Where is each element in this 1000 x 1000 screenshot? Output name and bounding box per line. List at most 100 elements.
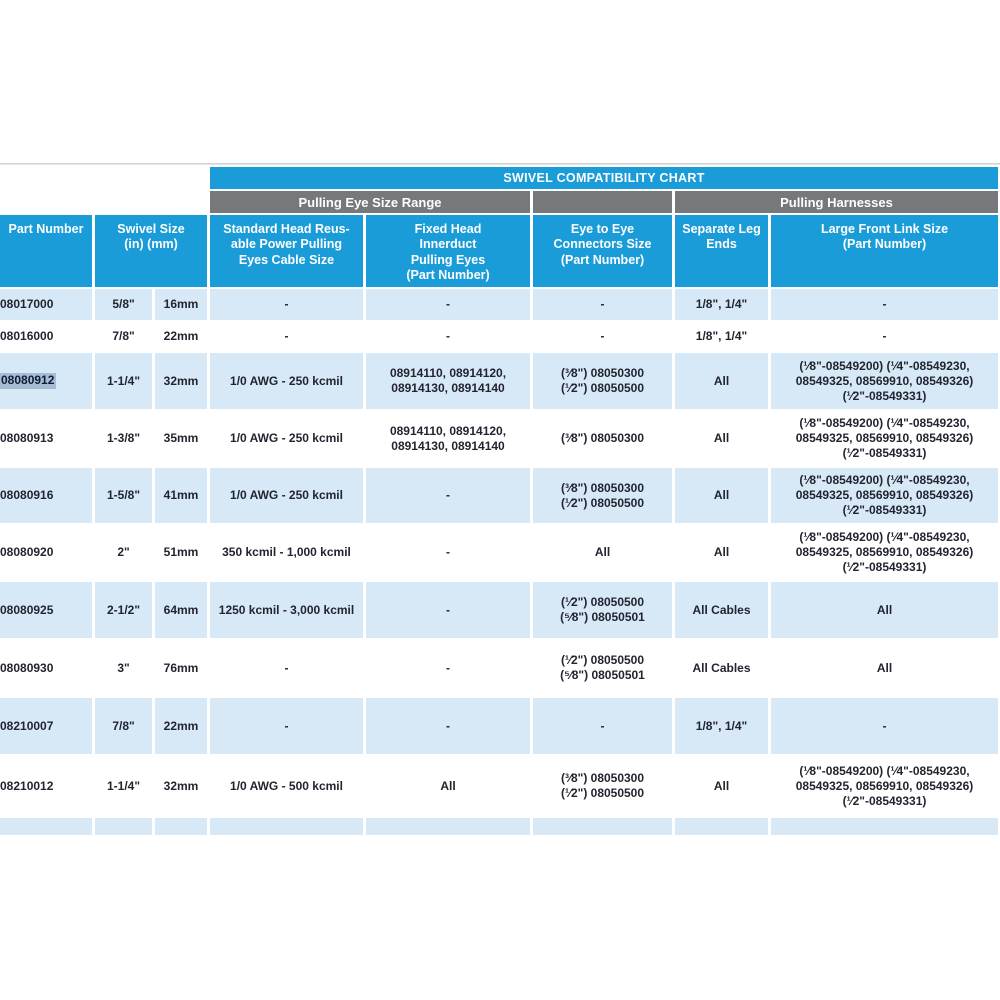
table-row: 08080925 2-1/2" 64mm 1250 kcmil - 3,000 … xyxy=(0,582,998,638)
cell-swivel-size-mm: 35mm xyxy=(155,411,207,466)
cell-separate-leg-ends: 1/8", 1/4" xyxy=(675,322,768,351)
cell-swivel-size-mm xyxy=(155,818,207,835)
table-row: 08210007 7/8" 22mm - - - 1/8", 1/4" - xyxy=(0,698,998,754)
cell-swivel-size-in: 2-1/2" xyxy=(95,582,152,638)
cell-swivel-size-in: 1-5/8" xyxy=(95,468,152,523)
cell-part-number: 08080913 xyxy=(0,411,92,466)
cell-fixed-head-pulling-eyes xyxy=(366,818,530,835)
column-header-standard-head: Standard Head Reus- able Power Pulling E… xyxy=(210,215,363,287)
cell-swivel-size-mm: 41mm xyxy=(155,468,207,523)
cell-separate-leg-ends: All xyxy=(675,525,768,580)
cell-swivel-size-mm: 76mm xyxy=(155,640,207,696)
column-header-separate-leg-ends: Separate Leg Ends xyxy=(675,215,768,287)
cell-swivel-size-in: 3" xyxy=(95,640,152,696)
cell-eye-to-eye-connectors xyxy=(533,818,672,835)
cell-large-front-link-size: (¹⁄8"-08549200) (¹⁄4"-08549230, 08549325… xyxy=(771,468,998,523)
cell-fixed-head-pulling-eyes: - xyxy=(366,582,530,638)
cell-separate-leg-ends: 1/8", 1/4" xyxy=(675,698,768,754)
column-header-eye-to-eye: Eye to Eye Connectors Size (Part Number) xyxy=(533,215,672,287)
cell-swivel-size-mm: 51mm xyxy=(155,525,207,580)
cell-standard-head-cable-size: 350 kcmil - 1,000 kcmil xyxy=(210,525,363,580)
cell-large-front-link-size: - xyxy=(771,289,998,320)
cell-standard-head-cable-size: - xyxy=(210,289,363,320)
cell-fixed-head-pulling-eyes: - xyxy=(366,698,530,754)
cell-part-number: 08080912 xyxy=(0,353,92,409)
cell-fixed-head-pulling-eyes: - xyxy=(366,468,530,523)
cell-large-front-link-size: (¹⁄8"-08549200) (¹⁄4"-08549230, 08549325… xyxy=(771,353,998,409)
table-row xyxy=(0,818,998,835)
cell-fixed-head-pulling-eyes: 08914110, 08914120, 08914130, 08914140 xyxy=(366,353,530,409)
group-header-empty xyxy=(533,191,672,213)
cell-swivel-size-mm: 32mm xyxy=(155,756,207,816)
column-header-part-number: Part Number xyxy=(0,215,92,287)
cell-eye-to-eye-connectors: - xyxy=(533,322,672,351)
cell-standard-head-cable-size: - xyxy=(210,698,363,754)
cell-part-number: 08210012 xyxy=(0,756,92,816)
cell-swivel-size-in xyxy=(95,818,152,835)
cell-fixed-head-pulling-eyes: All xyxy=(366,756,530,816)
cell-standard-head-cable-size xyxy=(210,818,363,835)
table-row: 08016000 7/8" 22mm - - - 1/8", 1/4" - xyxy=(0,322,998,351)
cell-swivel-size-in: 2" xyxy=(95,525,152,580)
cell-swivel-size-in: 7/8" xyxy=(95,698,152,754)
cell-separate-leg-ends: All Cables xyxy=(675,582,768,638)
cell-standard-head-cable-size: - xyxy=(210,640,363,696)
cell-eye-to-eye-connectors: - xyxy=(533,289,672,320)
cell-eye-to-eye-connectors: (³⁄8") 08050300 (¹⁄2") 08050500 xyxy=(533,468,672,523)
table-row: 08080930 3" 76mm - - (¹⁄2") 08050500 (⁵⁄… xyxy=(0,640,998,696)
cell-fixed-head-pulling-eyes: - xyxy=(366,525,530,580)
swivel-compatibility-table: SWIVEL COMPATIBILITY CHART Pulling Eye S… xyxy=(0,165,1000,837)
cell-part-number: 08210007 xyxy=(0,698,92,754)
cell-large-front-link-size: (¹⁄8"-08549200) (¹⁄4"-08549230, 08549325… xyxy=(771,411,998,466)
cell-swivel-size-in: 5/8" xyxy=(95,289,152,320)
cell-part-number: 08080916 xyxy=(0,468,92,523)
cell-part-number: 08080920 xyxy=(0,525,92,580)
cell-swivel-size-in: 1-3/8" xyxy=(95,411,152,466)
cell-large-front-link-size: (¹⁄8"-08549200) (¹⁄4"-08549230, 08549325… xyxy=(771,756,998,816)
cell-part-number xyxy=(0,818,92,835)
table-row: 08080920 2" 51mm 350 kcmil - 1,000 kcmil… xyxy=(0,525,998,580)
cell-swivel-size-in: 1-1/4" xyxy=(95,756,152,816)
cell-standard-head-cable-size: 1/0 AWG - 250 kcmil xyxy=(210,411,363,466)
title-band-spacer xyxy=(0,167,207,189)
cell-part-number: 08016000 xyxy=(0,322,92,351)
cell-large-front-link-size: - xyxy=(771,698,998,754)
column-header-swivel-size: Swivel Size (in) (mm) xyxy=(95,215,207,287)
cell-swivel-size-mm: 16mm xyxy=(155,289,207,320)
cell-swivel-size-in: 7/8" xyxy=(95,322,152,351)
cell-eye-to-eye-connectors: (³⁄8") 08050300 (¹⁄2") 08050500 xyxy=(533,353,672,409)
table-row: 08017000 5/8" 16mm - - - 1/8", 1/4" - xyxy=(0,289,998,320)
column-header-large-front-link: Large Front Link Size (Part Number) xyxy=(771,215,998,287)
group-header-spacer xyxy=(0,191,207,213)
table-row: 08080913 1-3/8" 35mm 1/0 AWG - 250 kcmil… xyxy=(0,411,998,466)
cell-swivel-size-mm: 22mm xyxy=(155,322,207,351)
cell-part-number: 08080925 xyxy=(0,582,92,638)
cell-eye-to-eye-connectors: (¹⁄2") 08050500 (⁵⁄8") 08050501 xyxy=(533,582,672,638)
column-header-fixed-head: Fixed Head Innerduct Pulling Eyes (Part … xyxy=(366,215,530,287)
swivel-compatibility-table-wrap: SWIVEL COMPATIBILITY CHART Pulling Eye S… xyxy=(0,165,1000,837)
cell-eye-to-eye-connectors: (¹⁄2") 08050500 (⁵⁄8") 08050501 xyxy=(533,640,672,696)
cell-standard-head-cable-size: - xyxy=(210,322,363,351)
cell-part-number: 08080930 xyxy=(0,640,92,696)
cell-separate-leg-ends: All xyxy=(675,756,768,816)
top-divider-line xyxy=(0,163,1000,165)
cell-swivel-size-mm: 22mm xyxy=(155,698,207,754)
cell-separate-leg-ends: All xyxy=(675,468,768,523)
cell-fixed-head-pulling-eyes: - xyxy=(366,289,530,320)
column-header-row: Part Number Swivel Size (in) (mm) Standa… xyxy=(0,215,998,287)
cell-eye-to-eye-connectors: - xyxy=(533,698,672,754)
cell-standard-head-cable-size: 1250 kcmil - 3,000 kcmil xyxy=(210,582,363,638)
cell-eye-to-eye-connectors: (³⁄8") 08050300 (¹⁄2") 08050500 xyxy=(533,756,672,816)
cell-separate-leg-ends xyxy=(675,818,768,835)
table-row: 08210012 1-1/4" 32mm 1/0 AWG - 500 kcmil… xyxy=(0,756,998,816)
cell-swivel-size-mm: 64mm xyxy=(155,582,207,638)
cell-standard-head-cable-size: 1/0 AWG - 250 kcmil xyxy=(210,353,363,409)
cell-fixed-head-pulling-eyes: 08914110, 08914120, 08914130, 08914140 xyxy=(366,411,530,466)
cell-eye-to-eye-connectors: All xyxy=(533,525,672,580)
table-row: 08080912 1-1/4" 32mm 1/0 AWG - 250 kcmil… xyxy=(0,353,998,409)
group-header-row: Pulling Eye Size Range Pulling Harnesses xyxy=(0,191,998,213)
table-row: 08080916 1-5/8" 41mm 1/0 AWG - 250 kcmil… xyxy=(0,468,998,523)
group-header-pulling-eye-size-range: Pulling Eye Size Range xyxy=(210,191,530,213)
title-band-row: SWIVEL COMPATIBILITY CHART xyxy=(0,167,998,189)
